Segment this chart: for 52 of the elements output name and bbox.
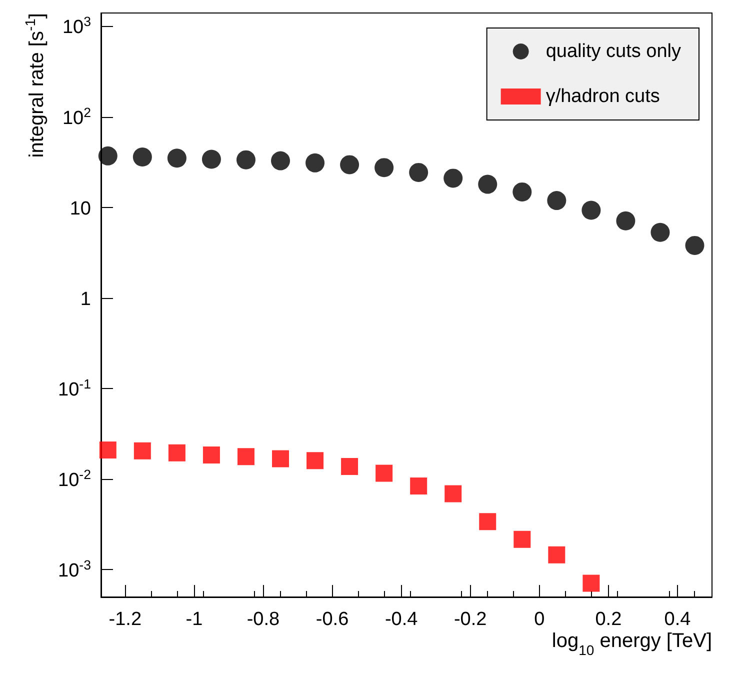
point (98, 146, 118, 166)
legend-label: quality cuts only (546, 41, 682, 62)
point (132, 148, 152, 167)
point (306, 153, 325, 172)
x-tick-label: -0.2 (454, 609, 487, 630)
point (236, 150, 256, 170)
y-tick-label: 1 (80, 288, 91, 310)
x-tick-label: -1.2 (108, 609, 142, 630)
point (271, 151, 290, 170)
point (202, 150, 221, 169)
point (134, 442, 151, 460)
point (340, 155, 360, 174)
point (306, 452, 324, 470)
x-tick-label: -0.6 (316, 609, 349, 630)
x-axis-title: log$_{10}$ energy [TeV] (552, 630, 712, 658)
x-tick-label: 0.4 (664, 609, 692, 630)
y-tick-label: 10$^{-1}$ (58, 376, 91, 401)
point (374, 158, 394, 178)
point (272, 450, 290, 468)
x-tick-label: -1 (186, 609, 203, 630)
point (409, 162, 428, 182)
x-tick-label: -0.4 (384, 609, 418, 630)
y-tick-label: 10$^{2}$ (62, 104, 91, 129)
point (650, 222, 670, 242)
x-tick-label: 0.2 (595, 609, 622, 630)
x-tick-label: -0.8 (246, 609, 280, 630)
point (514, 530, 531, 548)
point (685, 236, 704, 255)
y-tick-label: 10$^{-3}$ (58, 557, 91, 582)
point (548, 546, 566, 564)
point (512, 182, 532, 202)
point (168, 444, 186, 462)
point (582, 200, 601, 220)
point (410, 478, 428, 495)
point (547, 191, 566, 210)
point (444, 485, 462, 502)
point (478, 174, 498, 194)
point (237, 448, 254, 466)
x-tick-label: 0 (534, 609, 545, 630)
point (202, 446, 220, 464)
legend-label: γ/hadron cuts (546, 86, 660, 107)
point (341, 458, 358, 475)
point (99, 441, 116, 458)
point (479, 513, 496, 530)
point (167, 148, 186, 168)
y-tick-label: 10 (70, 198, 91, 220)
y-tick-label: 10$^{3}$ (62, 14, 91, 38)
point (444, 168, 463, 188)
point (582, 574, 600, 592)
y-tick-label: 10$^{-2}$ (58, 466, 91, 492)
point (616, 211, 636, 230)
point (376, 464, 393, 482)
